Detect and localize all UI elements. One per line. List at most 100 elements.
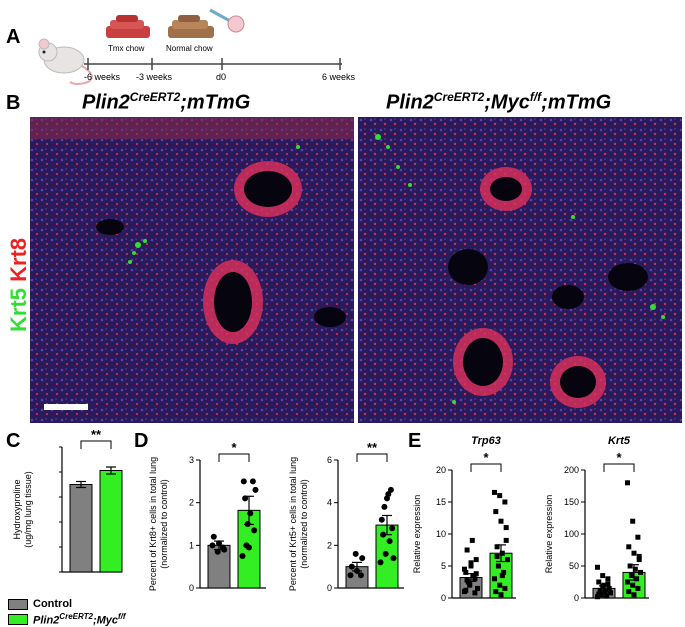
data-point <box>604 593 610 599</box>
significance-bracket <box>80 440 112 449</box>
y-tick-label: 100 <box>564 529 579 539</box>
y-axis-label: (normalized to control) <box>159 479 169 569</box>
data-point <box>244 521 251 527</box>
data-point <box>249 478 256 485</box>
significance-bracket <box>603 463 635 472</box>
data-point <box>495 563 501 569</box>
y-tick-label: 0 <box>441 593 446 603</box>
timeline-tick-1: -3 weeks <box>136 72 173 82</box>
significance-bracket <box>356 453 388 462</box>
data-point <box>498 592 504 598</box>
data-point <box>598 592 604 598</box>
data-point <box>471 573 477 579</box>
legend-swatch-mutant <box>8 613 28 625</box>
data-point <box>597 587 603 593</box>
timeline-tick-3: 6 weeks <box>322 72 356 82</box>
data-point <box>463 569 469 575</box>
data-point <box>252 486 259 493</box>
y-tick-label: 2 <box>327 540 332 550</box>
data-point <box>492 489 497 495</box>
significance-label: ** <box>91 427 102 442</box>
y-tick-label: 6 <box>327 455 332 465</box>
tmx-chow-icon <box>106 15 150 38</box>
data-point <box>636 557 642 563</box>
panel-label-a: A <box>6 26 21 48</box>
data-point <box>596 591 602 597</box>
y-axis-label: Percent of Krt5+ cells in total lung <box>288 457 298 591</box>
data-point <box>473 557 479 563</box>
microscopy-title-right: Plin2CreERT2;Mycf/f;mTmG <box>386 90 612 114</box>
y-tick-label: 5 <box>441 561 446 571</box>
data-point <box>378 516 385 523</box>
timeline-label-normal: Normal chow <box>166 44 213 53</box>
data-point <box>502 585 508 591</box>
timeline-tick-0: -6 weeks <box>84 72 121 82</box>
data-point <box>214 548 221 555</box>
data-point <box>390 555 397 562</box>
data-point <box>625 480 630 486</box>
data-point <box>600 573 606 579</box>
data-point <box>625 579 630 585</box>
timeline-panel: Tmx chow Normal chow -6 weeks -3 weeks d… <box>0 0 400 90</box>
y-axis-label: Relative expression <box>544 495 554 574</box>
data-point <box>385 491 392 498</box>
microscopy-image-right <box>358 117 682 423</box>
data-point <box>472 576 478 582</box>
data-point <box>389 525 396 532</box>
data-point <box>605 581 611 587</box>
data-point <box>631 592 637 598</box>
data-point <box>499 550 505 556</box>
data-point <box>464 547 470 553</box>
data-point <box>600 583 606 589</box>
data-point <box>605 576 611 582</box>
panel-label-b: B <box>6 92 21 114</box>
data-point <box>380 531 387 538</box>
bar-1 <box>99 470 123 573</box>
data-point <box>634 576 640 582</box>
data-point <box>472 590 478 596</box>
data-point <box>630 518 636 524</box>
timeline-graphic: Tmx chow Normal chow -6 weeks -3 weeks d… <box>38 8 356 85</box>
data-point <box>239 553 246 559</box>
panel-label-d: D <box>134 430 149 452</box>
bar-0 <box>69 484 93 573</box>
data-point <box>347 572 354 579</box>
data-point <box>499 573 505 579</box>
data-point <box>468 560 474 566</box>
y-tick-label: 150 <box>564 497 579 507</box>
y-tick-label: 0 <box>189 583 194 593</box>
data-point <box>595 564 600 570</box>
data-point <box>243 542 250 549</box>
chart-title: Trp63 <box>471 435 501 447</box>
data-point <box>352 550 359 557</box>
significance-label: * <box>483 450 489 465</box>
data-point <box>626 589 632 595</box>
data-point <box>464 577 470 583</box>
significance-bracket <box>470 463 502 472</box>
chart-title: Krt5 <box>608 435 631 447</box>
data-point <box>493 589 499 595</box>
data-point <box>596 579 602 585</box>
data-point <box>469 537 475 543</box>
y-tick-label: 10 <box>436 529 446 539</box>
data-point <box>606 585 612 591</box>
y-tick-label: 50 <box>569 561 579 571</box>
legend-label-control: Control <box>33 598 73 610</box>
data-point <box>247 510 254 517</box>
legend-item-mutant: Plin2CreERT2;Mycf/f <box>8 611 126 627</box>
data-point <box>628 573 634 579</box>
data-point <box>216 540 222 547</box>
y-tick-label: 3 <box>189 455 194 465</box>
data-point <box>251 527 258 534</box>
data-point <box>377 559 384 566</box>
y-tick-label: 20 <box>436 465 446 475</box>
data-point <box>501 569 507 575</box>
y-tick-label: 200 <box>564 465 579 475</box>
data-point <box>631 550 637 556</box>
microscopy-image-left <box>30 117 354 423</box>
data-point <box>595 594 600 600</box>
data-point <box>357 572 364 579</box>
data-point <box>475 585 480 591</box>
legend: Control Plin2CreERT2;Mycf/f <box>8 597 126 627</box>
